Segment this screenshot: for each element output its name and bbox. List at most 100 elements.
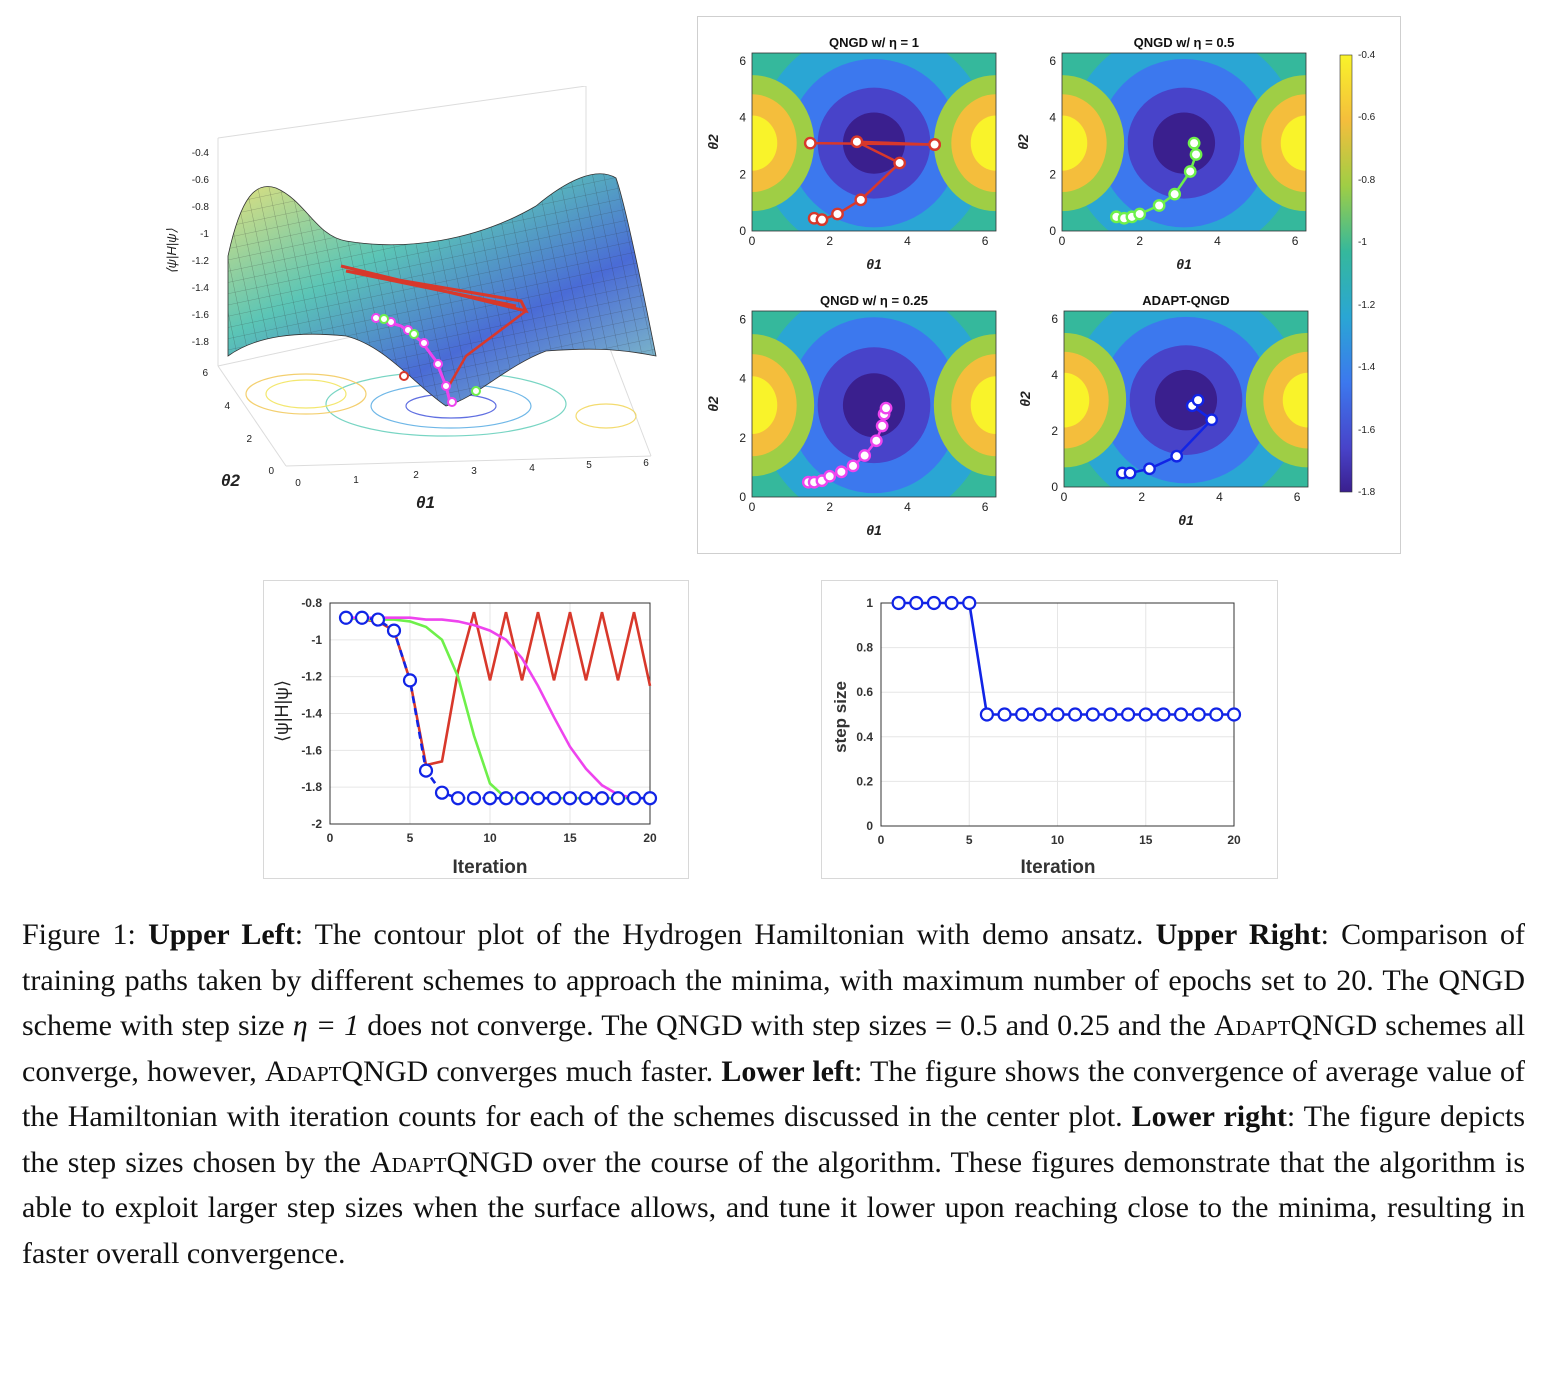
y-axis-label: θ2 [705,396,721,412]
y-tick: 4 [224,401,230,412]
contour-subplot: QNGD w/ η = 1 00 2 2 4 4 6 6 θ1 θ2 [705,35,997,272]
data-point [626,791,642,806]
path-marker [1187,136,1201,150]
caption-text: : The figure depicts the step sizes chos… [22,1100,1526,1179]
caption-head-upper-left: Upper Left [148,918,295,951]
path-marker [1205,413,1219,427]
y-tick: 6 [739,54,746,68]
surface-paths [340,264,529,407]
x-tick-label: 5 [407,831,414,845]
data-point [578,791,594,806]
z-tick: -1.4 [192,283,210,294]
caption-text: : The contour plot of the Hydrogen Hamil… [294,918,1144,951]
path-marker [834,465,848,479]
series-line [346,616,650,800]
path-marker [854,193,868,207]
surface-plot: -0.4 -0.6 -0.8 -1 -1.2 -1.4 -1.6 -1.8 ⟨ψ… [164,86,657,512]
y-tick: 0 [1051,480,1058,494]
x-tick-label: 20 [643,831,657,845]
x-tick: 6 [1292,234,1299,248]
data-point [1032,707,1047,722]
x-axis-label: θ1 [1176,256,1192,272]
x-tick-label: 0 [327,831,334,845]
data-point [594,791,610,806]
contour-subplot: QNGD w/ η = 0.5 00 2 2 4 4 6 6 θ1 θ2 [1015,35,1307,272]
colorbar [1339,54,1353,493]
y-tick-label: -1.2 [301,670,322,684]
y-tick-label: 0.2 [856,774,873,788]
x-tick: 6 [1294,490,1301,504]
x-tick: 6 [643,458,649,469]
caption-text: : The figure shows the convergence of av… [22,1054,1526,1134]
caption-head-lower-left: Lower left [721,1054,854,1088]
z-tick: -1 [200,229,209,240]
colorbar-tick: -1.8 [1358,487,1376,498]
figure-caption: Figure 1: Upper Left: The contour plot o… [22,912,1525,1276]
y-tick-label: 0 [866,819,873,833]
caption-text: : Comparison of training paths taken by … [22,918,1525,1042]
x-tick: 4 [1216,490,1223,504]
data-point [466,791,482,806]
y-tick: 4 [739,372,746,386]
caption-qngd: QNGD [446,1145,534,1179]
path-marker [928,138,942,151]
caption-text: converges much faster. [436,1054,714,1088]
data-point [1121,707,1136,722]
x-tick: 2 [1138,490,1145,504]
path-marker [846,459,860,473]
x-tick-label: 10 [1051,833,1065,847]
x-tick: 2 [826,234,833,248]
data-point [1068,707,1083,722]
x-tick: 0 [749,500,756,514]
caption-equation: η = 1 [292,1009,360,1042]
path-marker [823,469,837,483]
data-point [1138,707,1153,722]
y-axis-label: θ2 [705,134,721,150]
x-tick: 2 [826,500,833,514]
z-axis-label: ⟨ψ|H|ψ⟩ [164,228,179,273]
caption-adapt: Adapt [369,1145,447,1179]
path-marker [831,207,844,221]
path-marker [869,434,883,448]
data-point [498,791,514,806]
data-point [546,791,562,806]
y-axis-label: θ2 [221,471,240,490]
x-axis-label: θ1 [866,256,882,272]
data-point [1209,707,1224,722]
data-point [891,595,906,611]
x-tick-label: 15 [1139,833,1153,847]
colorbar-tick: -1.4 [1358,362,1376,373]
z-tick: -0.4 [192,148,210,159]
data-point [482,791,498,806]
caption-head-upper-right: Upper Right [1155,918,1321,951]
colorbar-tick: -1 [1358,237,1367,248]
data-point [1015,707,1030,722]
data-point [909,595,924,611]
colorbar-tick: -0.6 [1358,112,1376,123]
y-axis-label: θ2 [1015,134,1031,150]
path-marker [1143,462,1156,476]
convergence-xlabel: Iteration [453,857,528,878]
y-tick-label: 0.6 [856,685,873,699]
x-tick: 2 [413,470,419,481]
x-tick: 4 [904,500,911,514]
data-point [450,791,466,806]
y-tick-label: -0.8 [301,596,322,610]
stepsize-xlabel: Iteration [1021,857,1096,878]
y-axis-label: θ2 [1017,391,1033,407]
x-tick: 3 [471,466,477,477]
contour-subplot: ADAPT-QNGD 00 2 2 4 4 6 6 θ1 θ2 [1017,293,1309,528]
caption-text: over the course of the algorithm. These … [22,1145,1526,1270]
caption-text: schemes all converge, however, [22,1009,1526,1088]
series-line [346,616,650,800]
data-point [1173,707,1189,722]
stepsize-plot-panel: step size Iteration 0 5 10 15 20 0 0.2 0.4 0.6 0.… [821,580,1278,879]
colorbar-tick: -1.2 [1358,300,1376,311]
y-tick-label: -1.6 [301,743,322,757]
y-tick-label: -1 [311,633,322,647]
y-tick: 6 [1049,54,1056,68]
data-point [418,763,434,778]
path-marker [1133,207,1147,221]
z-tick: -1.6 [192,310,210,321]
